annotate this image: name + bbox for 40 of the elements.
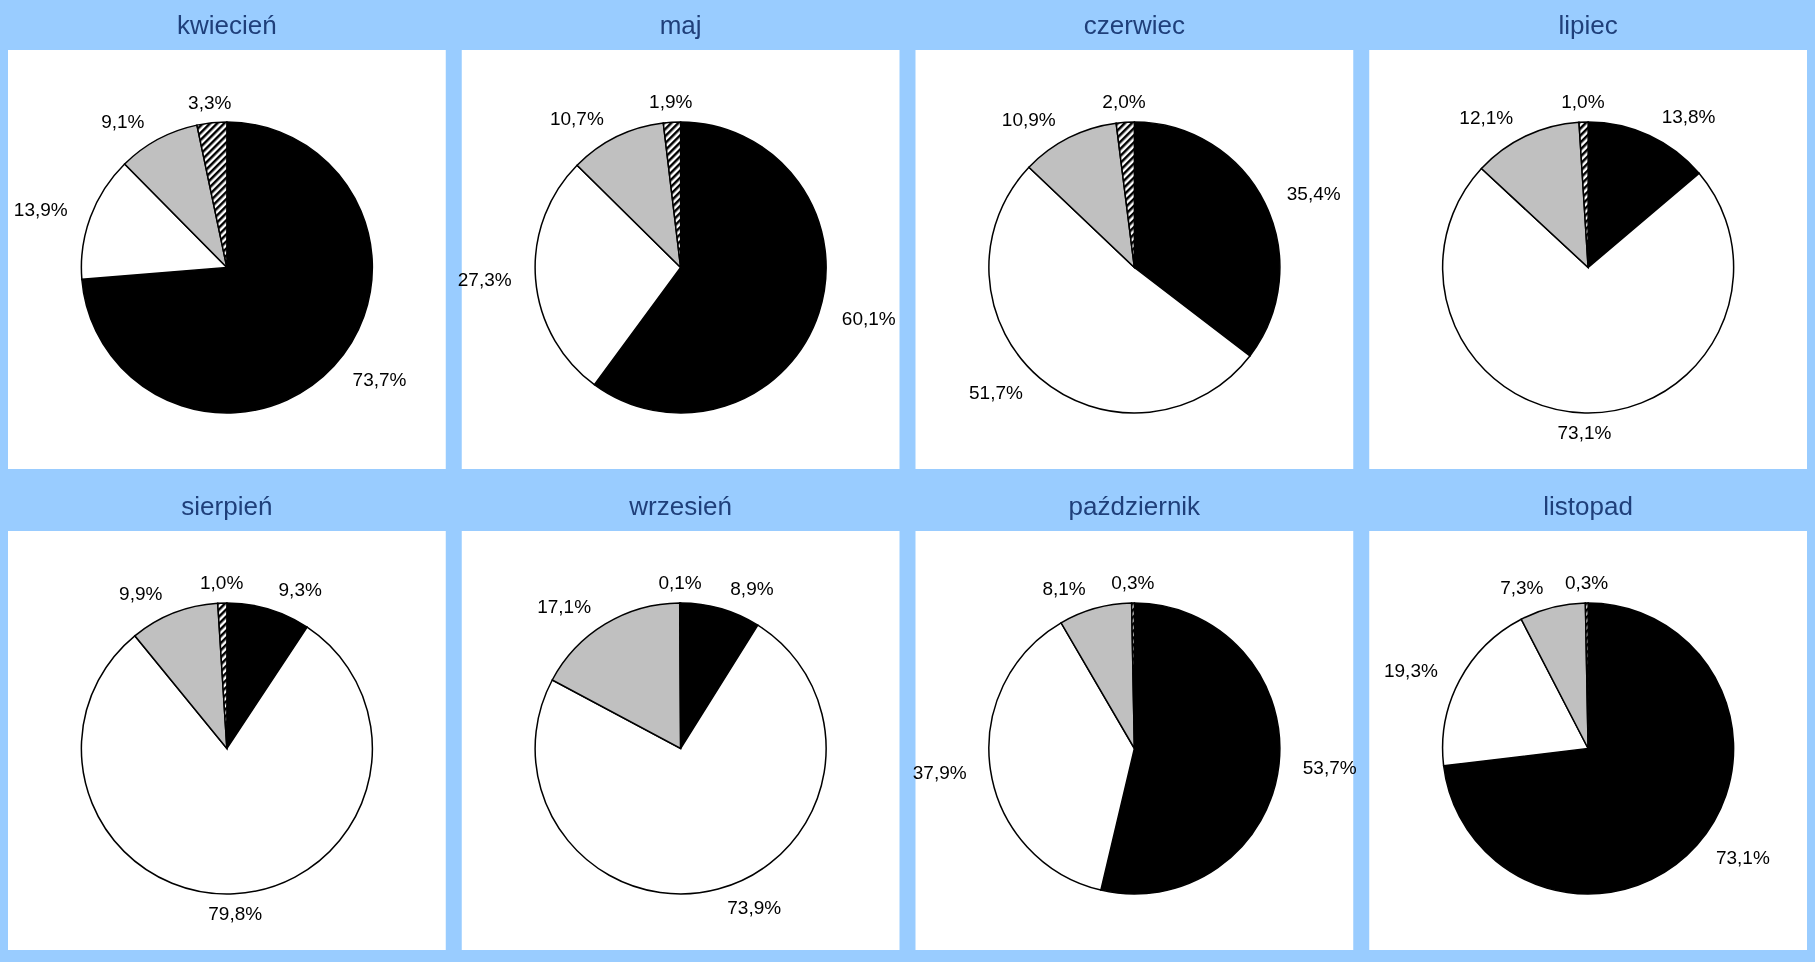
data-label: 0,1% — [658, 572, 702, 593]
data-label: 9,1% — [101, 110, 145, 132]
data-label: 27,3% — [457, 269, 512, 291]
data-label: 9,9% — [119, 583, 163, 605]
data-label: 8,9% — [730, 578, 774, 600]
data-label: 13,8% — [1661, 106, 1716, 128]
data-label: 53,7% — [1302, 756, 1357, 778]
data-label: 35,4% — [1286, 183, 1341, 205]
data-label: 79,8% — [208, 902, 263, 924]
data-label: 37,9% — [912, 761, 967, 783]
data-label: 73,1% — [1557, 421, 1612, 443]
data-label: 0,3% — [1564, 572, 1609, 594]
data-label: 3,3% — [188, 91, 232, 113]
data-label: 51,7% — [969, 382, 1023, 404]
data-label: 10,9% — [1001, 108, 1056, 130]
data-label: 10,7% — [549, 107, 604, 129]
data-label: 17,1% — [537, 595, 592, 617]
data-label: 0,3% — [1111, 572, 1155, 594]
data-label: 73,7% — [352, 368, 407, 390]
data-label: 1,0% — [1561, 91, 1605, 113]
data-label: 13,9% — [13, 198, 68, 220]
data-label: 73,1% — [1715, 847, 1770, 869]
data-label: 19,3% — [1383, 660, 1438, 682]
data-label: 73,9% — [727, 897, 782, 919]
chart-title: maj — [659, 10, 702, 40]
data-label: 9,3% — [278, 579, 322, 601]
data-label: 1,0% — [200, 572, 244, 594]
chart-title: sierpień — [181, 491, 273, 521]
chart-title: lipiec — [1558, 10, 1618, 40]
chart-title: wrzesień — [628, 491, 732, 521]
chart-title: listopad — [1543, 491, 1633, 521]
chart-title: kwiecień — [177, 10, 277, 40]
chart-title: październik — [1068, 491, 1202, 521]
data-label: 60,1% — [841, 308, 896, 330]
data-label: 12,1% — [1459, 106, 1514, 128]
data-label: 8,1% — [1042, 578, 1086, 600]
data-label: 2,0% — [1102, 91, 1146, 113]
data-label: 1,9% — [649, 91, 693, 113]
data-label: 7,3% — [1500, 577, 1544, 599]
chart-title: czerwiec — [1083, 10, 1185, 40]
